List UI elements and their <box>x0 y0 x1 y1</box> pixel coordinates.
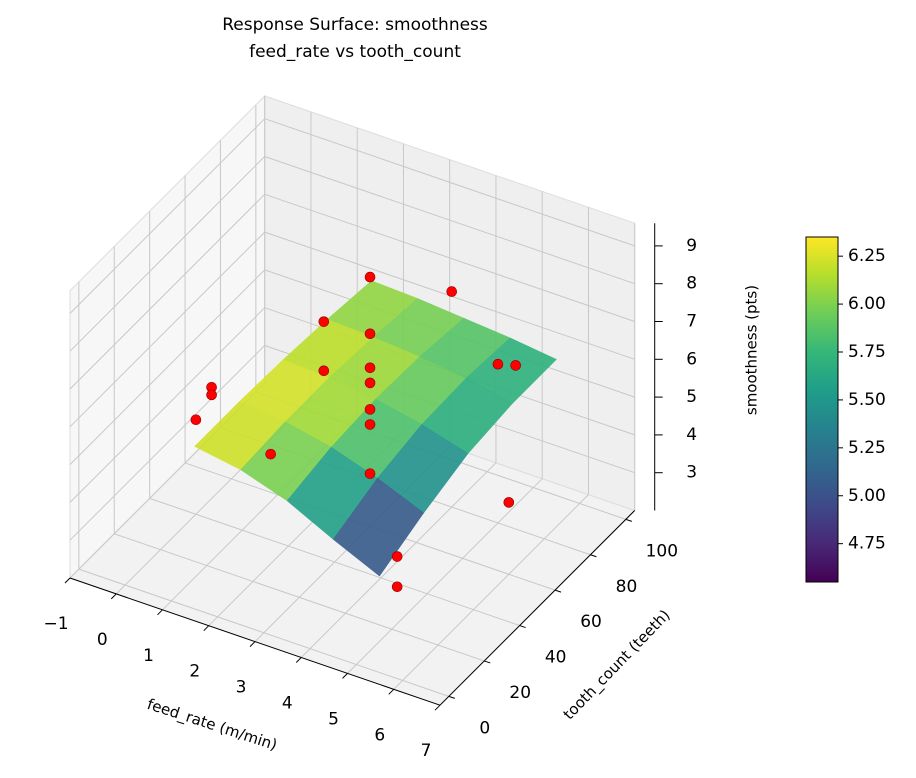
data-point <box>364 271 376 283</box>
data-point <box>364 328 376 340</box>
grid-line <box>69 156 266 352</box>
data-point <box>364 377 376 389</box>
x-tick-label: 1 <box>143 646 154 666</box>
colorbar-tick-label: 5.50 <box>848 390 886 410</box>
x-tick-label: −1 <box>43 614 68 634</box>
tick-mark <box>519 625 526 629</box>
colorbar <box>805 236 839 583</box>
tick-mark <box>434 704 441 711</box>
grid-line <box>393 494 589 690</box>
grid-line <box>69 231 266 428</box>
data-point <box>318 316 330 327</box>
grid-line <box>69 118 266 314</box>
data-point <box>446 286 458 297</box>
data-point <box>391 581 403 593</box>
data-point <box>503 497 515 508</box>
axis-line <box>439 510 636 706</box>
x-tick-label: 6 <box>374 725 385 745</box>
grid-line <box>264 118 635 247</box>
colorbar-tick-label: 5.75 <box>848 342 886 362</box>
x-tick-label: 2 <box>189 662 200 682</box>
y-tick-label: 20 <box>509 683 531 703</box>
data-point <box>318 365 330 377</box>
x-tick-label: 0 <box>97 630 108 650</box>
z-tick-label: 9 <box>686 236 697 256</box>
z-axis-label: smoothness (pts) <box>743 285 761 415</box>
chart-subtitle: feed_rate vs tooth_count <box>249 42 461 62</box>
tick-mark <box>448 695 456 699</box>
tick-mark <box>64 577 71 584</box>
x-tick-label: 3 <box>236 678 247 698</box>
tick-mark <box>203 625 210 632</box>
grid-line <box>69 307 266 503</box>
colorbar-tick-label: 6.00 <box>848 294 886 314</box>
data-point <box>364 404 376 415</box>
z-tick-label: 8 <box>686 274 697 294</box>
z-tick-label: 6 <box>686 349 697 369</box>
grid-line <box>114 533 485 662</box>
grid-line <box>347 478 543 674</box>
data-point <box>492 358 504 370</box>
tick-mark <box>554 589 562 593</box>
y-tick-label: 40 <box>545 648 567 668</box>
z-tick-label: 7 <box>686 312 697 332</box>
z-tick-label: 4 <box>686 425 697 445</box>
z-tick-label: 3 <box>686 463 697 483</box>
data-point <box>364 468 376 479</box>
data-point <box>265 448 277 460</box>
tick-mark <box>157 609 163 616</box>
grid-line <box>264 193 635 322</box>
colorbar-tick-label: 6.25 <box>848 246 886 266</box>
data-point <box>364 419 376 430</box>
tick-mark <box>625 518 633 522</box>
grid-line <box>78 568 450 697</box>
grid-line <box>264 156 635 285</box>
data-point <box>364 362 376 374</box>
tick-mark <box>590 554 597 558</box>
tick-mark <box>295 657 302 663</box>
grid-line <box>69 193 266 390</box>
colorbar-tick-label: 5.25 <box>848 438 886 458</box>
y-tick-label: 80 <box>616 577 638 597</box>
tick-mark <box>110 593 117 600</box>
z-tick-label: 5 <box>686 387 697 407</box>
tick-mark <box>249 641 256 647</box>
tick-mark <box>342 673 348 679</box>
x-tick-label: 5 <box>328 709 339 729</box>
y-tick-label: 60 <box>580 612 602 632</box>
data-point <box>190 414 202 426</box>
grid-line <box>69 345 266 541</box>
tick-mark <box>484 660 491 664</box>
x-tick-label: 4 <box>282 694 293 714</box>
surface-patch <box>332 477 425 577</box>
colorbar-tick-label: 5.00 <box>848 486 886 506</box>
data-point <box>510 360 521 371</box>
x-tick-label: 7 <box>421 741 432 761</box>
colorbar-tick-label: 4.75 <box>848 534 886 554</box>
tick-mark <box>388 688 395 695</box>
y-tick-label: 100 <box>646 541 678 561</box>
y-tick-label: 0 <box>479 718 490 738</box>
chart-title: Response Surface: smoothness <box>222 15 488 35</box>
grid-line <box>149 497 520 627</box>
data-point <box>206 389 217 401</box>
axis-line <box>69 577 441 706</box>
grid-line <box>69 269 266 465</box>
data-point <box>391 551 403 562</box>
